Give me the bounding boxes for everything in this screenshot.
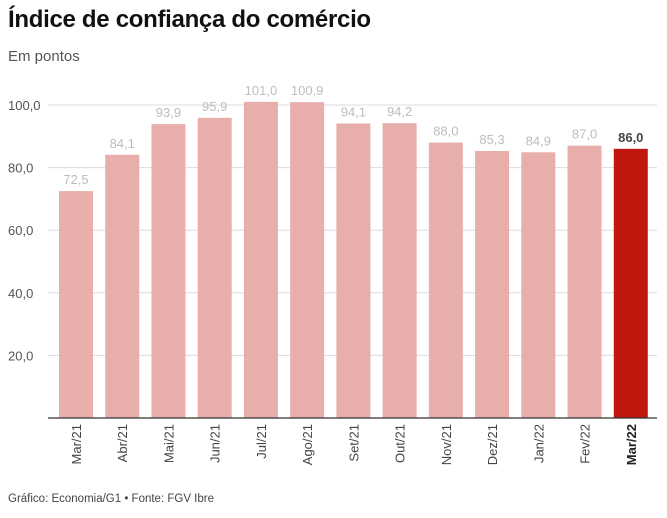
- y-tick-label: 60,0: [8, 223, 33, 238]
- value-label: 95,9: [202, 99, 227, 114]
- x-tick-label: Mai/21: [161, 424, 176, 463]
- x-tick-label: Ago/21: [300, 424, 315, 465]
- x-tick-label: Jul/21: [254, 424, 269, 459]
- x-tick-label: Dez/21: [485, 424, 500, 465]
- value-label: 93,9: [156, 105, 181, 120]
- bar: [521, 152, 556, 418]
- bar: [105, 154, 140, 418]
- value-label: 94,1: [341, 104, 366, 119]
- value-label: 94,2: [387, 104, 412, 119]
- bar: [290, 102, 325, 419]
- value-label: 87,0: [572, 127, 597, 142]
- y-tick-label: 20,0: [8, 348, 33, 363]
- bar: [197, 117, 232, 418]
- x-tick-label: Fev/22: [578, 424, 593, 464]
- x-tick-label: Abr/21: [115, 424, 130, 462]
- bar: [613, 148, 648, 418]
- chart-source: Gráfico: Economia/G1 • Fonte: FGV Ibre: [8, 493, 214, 505]
- bar: [567, 145, 602, 418]
- bar: [243, 101, 278, 419]
- bar: [428, 142, 463, 418]
- x-tick-label: Nov/21: [439, 424, 454, 465]
- bar: [151, 124, 186, 418]
- value-label: 72,5: [63, 172, 88, 187]
- bar: [475, 151, 510, 419]
- bar: [382, 123, 417, 419]
- x-tick-label: Set/21: [346, 424, 361, 462]
- x-tick-label: Out/21: [393, 424, 408, 463]
- y-tick-label: 80,0: [8, 161, 33, 176]
- x-tick-label: Jan/22: [531, 424, 546, 463]
- x-tick-label: Jun/21: [208, 424, 223, 463]
- x-tick-label: Mar/21: [69, 424, 84, 464]
- y-tick-label: 40,0: [8, 286, 33, 301]
- value-label: 85,3: [479, 132, 504, 147]
- value-label: 84,9: [526, 133, 551, 148]
- value-label: 86,0: [618, 130, 643, 145]
- chart-title: Índice de confiança do comércio: [8, 6, 371, 33]
- chart-subtitle: Em pontos: [8, 48, 80, 65]
- bar: [336, 123, 371, 418]
- x-tick-label: Mar/22: [624, 424, 639, 465]
- value-label: 88,0: [433, 124, 458, 139]
- y-tick-label: 100,0: [8, 98, 41, 113]
- value-label: 100,9: [291, 83, 324, 98]
- bar: [59, 191, 93, 418]
- value-label: 101,0: [245, 83, 278, 98]
- value-label: 84,1: [110, 136, 135, 151]
